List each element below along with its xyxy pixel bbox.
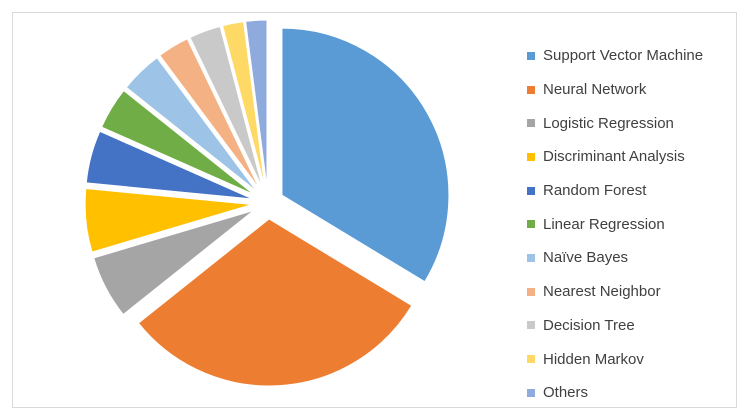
legend-swatch <box>527 119 535 128</box>
legend-item: Logistic Regression <box>527 106 703 140</box>
pie-chart <box>84 19 450 387</box>
legend-item: Others <box>527 376 703 410</box>
chart-frame: Support Vector Machine Neural Network Logi… <box>12 12 737 408</box>
legend-swatch <box>527 321 535 330</box>
legend: Support Vector Machine Neural Network Logi… <box>527 39 703 410</box>
pie-slice-others <box>245 19 268 188</box>
legend-swatch <box>527 355 535 364</box>
legend-label: Random Forest <box>543 182 647 200</box>
legend-swatch <box>527 51 535 60</box>
legend-swatch <box>527 220 535 229</box>
pie-slice-linear-regression <box>100 89 255 196</box>
pie-slice-na-ve-bayes <box>125 56 258 192</box>
legend-label: Decision Tree <box>543 316 635 334</box>
pie-slice-hidden-markov <box>221 21 266 188</box>
legend-swatch <box>527 152 535 161</box>
pie-slice-nearest-neighbor <box>159 38 261 190</box>
legend-item: Nearest Neighbor <box>527 275 703 309</box>
legend-label: Others <box>543 384 589 402</box>
legend-label: Support Vector Machine <box>543 47 704 65</box>
pie-slice-neural-network <box>137 218 413 387</box>
legend-item: Hidden Markov <box>527 342 703 376</box>
legend-item: Support Vector Machine <box>527 39 703 73</box>
legend-label: Discriminant Analysis <box>543 148 685 166</box>
legend-item: Random Forest <box>527 174 703 208</box>
pie-slice-decision-tree <box>189 25 263 189</box>
legend-label: Naïve Bayes <box>543 249 629 267</box>
pie-slice-discriminant-analysis <box>84 187 253 253</box>
legend-item: Decision Tree <box>527 309 703 343</box>
legend-label: Nearest Neighbor <box>543 283 661 301</box>
legend-swatch <box>527 388 535 397</box>
legend-item: Naïve Bayes <box>527 241 703 275</box>
legend-item: Linear Regression <box>527 207 703 241</box>
legend-item: Discriminant Analysis <box>527 140 703 174</box>
legend-swatch <box>527 253 535 262</box>
legend-label: Linear Regression <box>543 215 665 233</box>
pie-slice-logistic-regression <box>93 209 255 316</box>
legend-item: Neural Network <box>527 73 703 107</box>
legend-label: Logistic Regression <box>543 114 674 132</box>
pie-slice-random-forest <box>85 130 253 200</box>
legend-swatch <box>527 85 535 94</box>
legend-swatch <box>527 287 535 296</box>
legend-label: Neural Network <box>543 81 647 99</box>
pie-slice-support-vector-machine <box>281 27 450 283</box>
legend-swatch <box>527 186 535 195</box>
legend-label: Hidden Markov <box>543 350 644 368</box>
